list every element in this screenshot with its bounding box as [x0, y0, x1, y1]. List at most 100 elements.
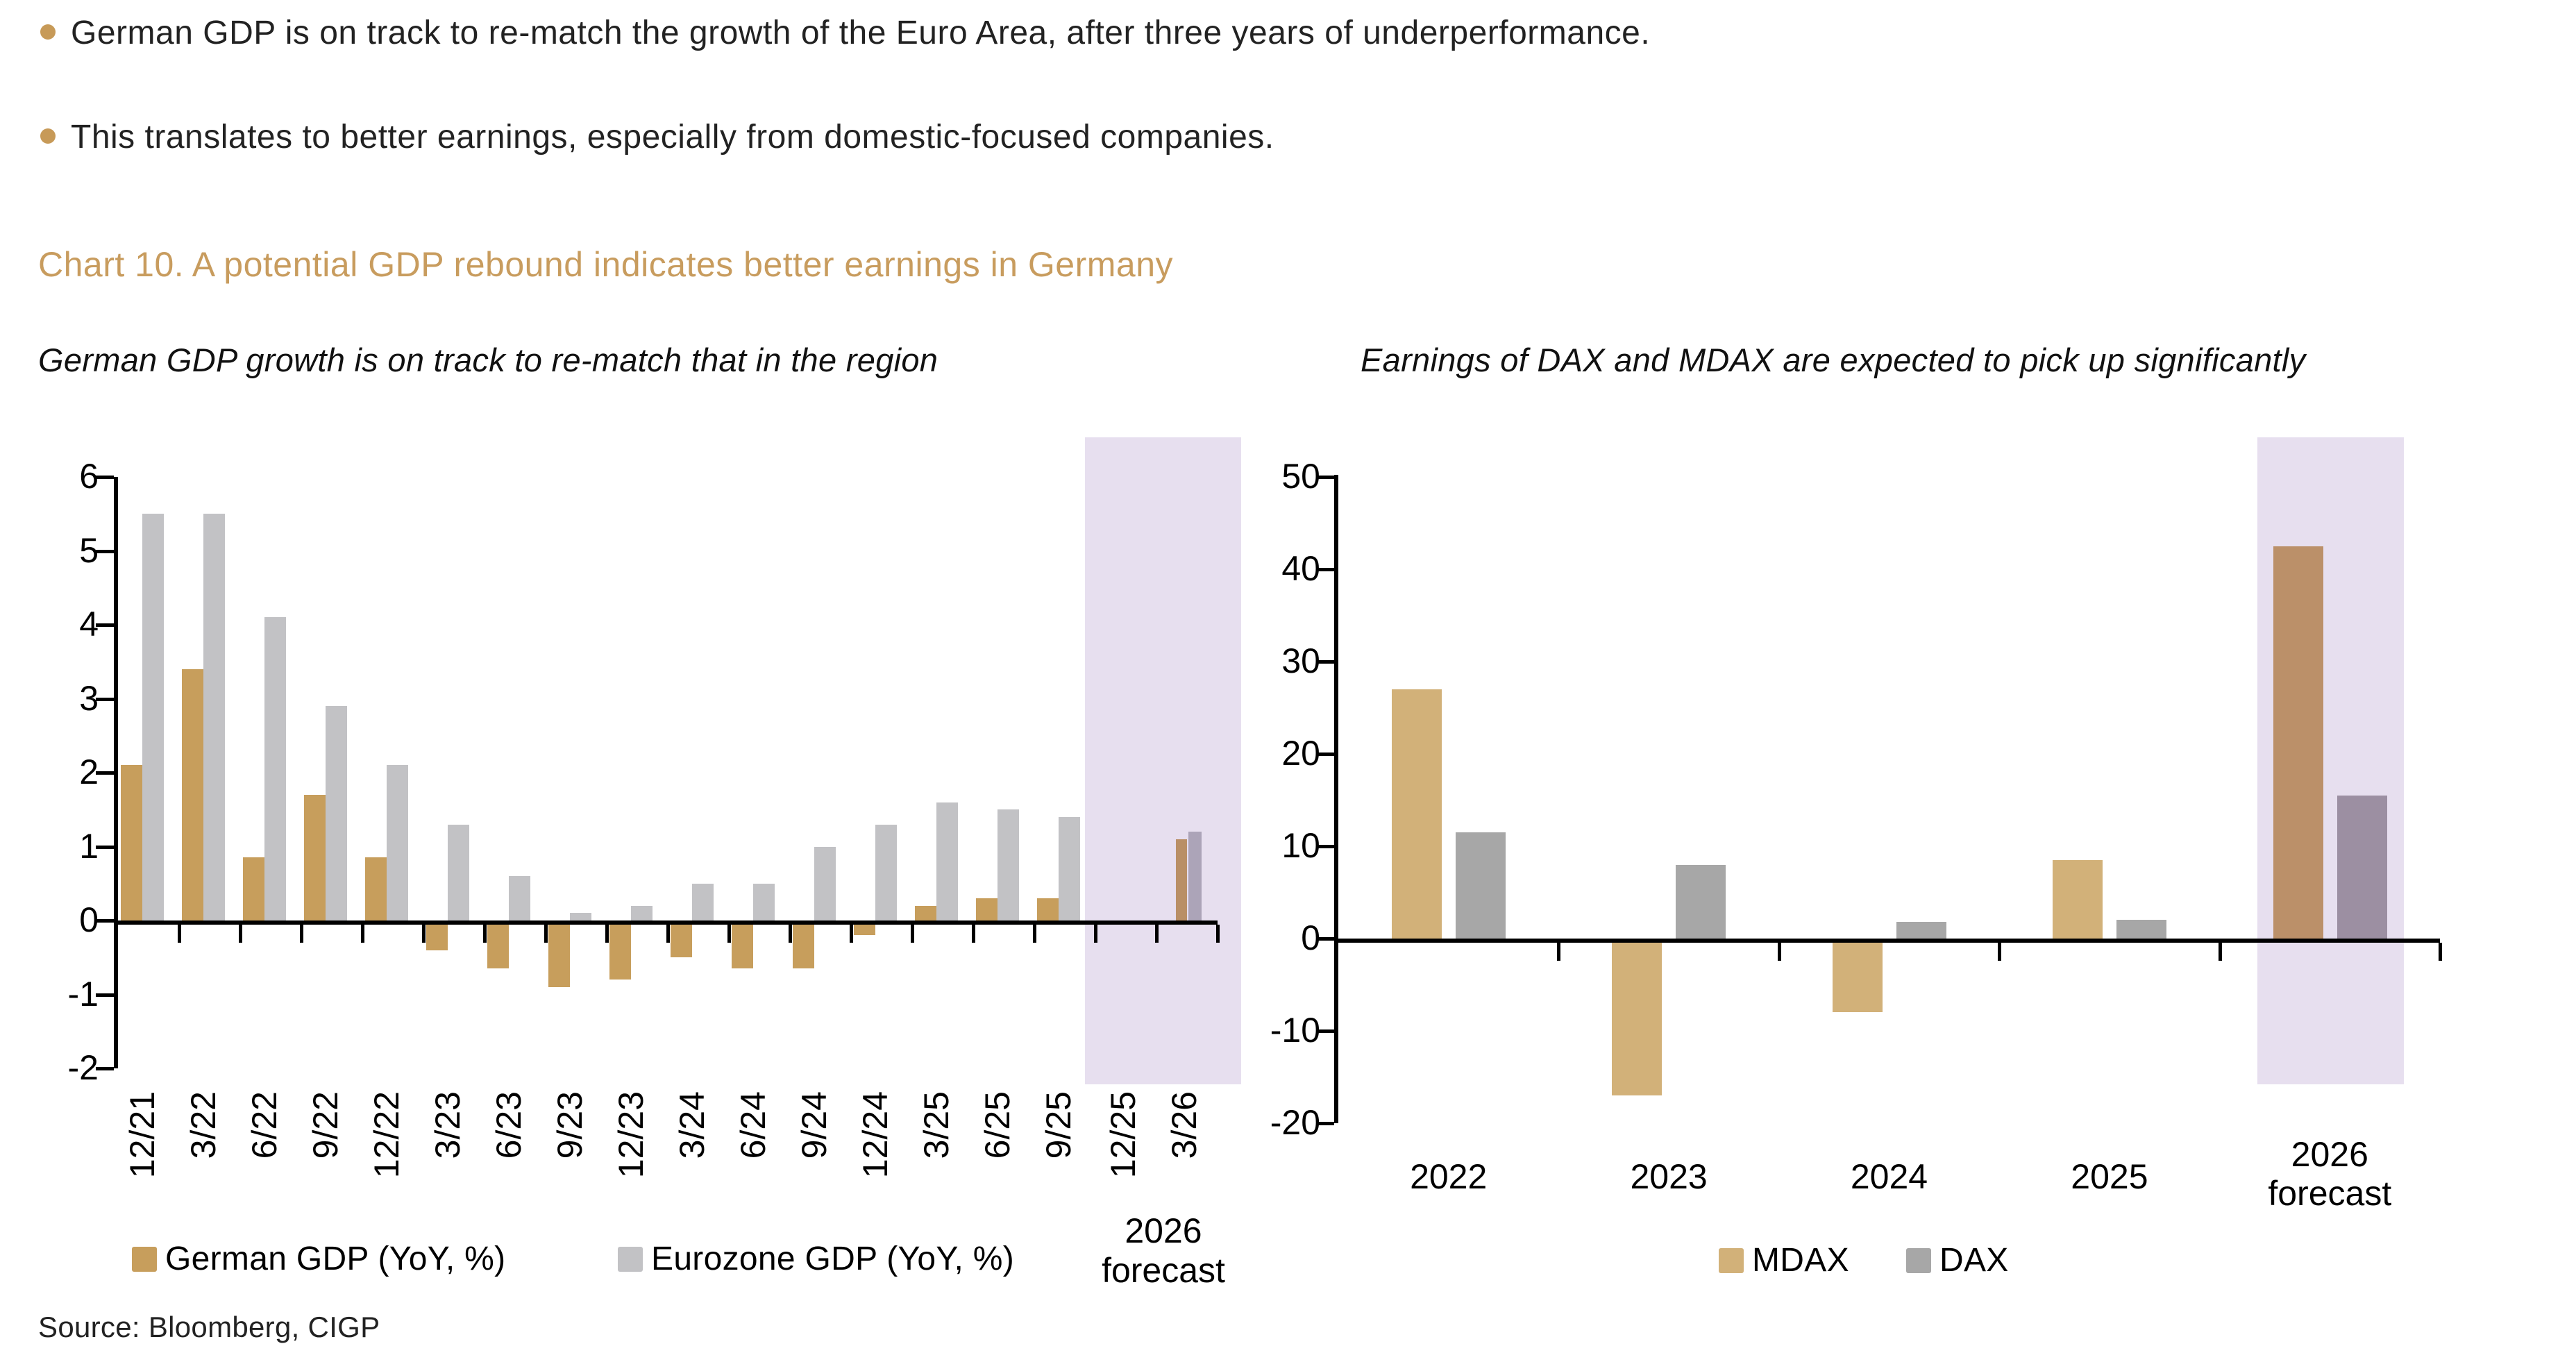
bar-eurozone-gdp-yoy--9-22 [326, 706, 347, 920]
bar-german-gdp-yoy--12-21 [121, 765, 142, 920]
legend-item: German GDP (YoY, %) [132, 1240, 505, 1278]
y-axis-line [114, 477, 118, 1068]
bullet-item: This translates to better earnings, espe… [40, 117, 1274, 158]
bullet-item: German GDP is on track to re-match the g… [40, 12, 1650, 54]
bar-eurozone-gdp-yoy--12-21 [142, 514, 164, 920]
y-axis-tick [1316, 1122, 1334, 1125]
x-axis-tick [1094, 925, 1097, 943]
y-axis-tick [96, 549, 114, 553]
bar-german-gdp-yoy--9-22 [304, 794, 326, 920]
bullet-icon [40, 128, 56, 144]
x-axis-label: 12/21 [123, 1091, 162, 1179]
forecast-band-label: 2026 [1125, 1211, 1202, 1250]
x-axis-label: 6/22 [245, 1091, 284, 1159]
y-axis-tick-label: 10 [1281, 826, 1320, 865]
bar-mdax-2024 [1832, 939, 1883, 1013]
bar-german-gdp-yoy--3-26 [1176, 839, 1187, 920]
x-axis-label: 12/22 [367, 1091, 406, 1179]
bar-dax-2025 [2116, 920, 2167, 939]
bar-eurozone-gdp-yoy--9-25 [1059, 816, 1080, 920]
x-axis-tick [727, 925, 731, 943]
y-axis-tick [96, 697, 114, 701]
x-axis-tick [544, 925, 548, 943]
bar-german-gdp-yoy--6-23 [487, 920, 509, 969]
y-axis-tick-label: 6 [79, 457, 99, 496]
x-axis-label: 3/25 [917, 1091, 956, 1159]
y-axis-tick [96, 845, 114, 849]
x-axis-tick [178, 925, 181, 943]
y-axis-tick-label: 4 [79, 605, 99, 644]
x-axis-label: 3/22 [184, 1091, 223, 1159]
bar-german-gdp-yoy--6-25 [976, 898, 997, 920]
x-axis-tick [2218, 943, 2222, 961]
bar-dax-2024 [1896, 922, 1946, 939]
x-axis-label: 2025 [2071, 1157, 2148, 1196]
y-axis-tick [1316, 476, 1334, 479]
x-axis-tick [1033, 925, 1036, 943]
x-axis-label: 6/24 [734, 1091, 773, 1159]
y-axis-tick-label: 40 [1281, 549, 1320, 588]
x-axis-tick [605, 925, 609, 943]
y-axis-tick [96, 1067, 114, 1070]
bar-german-gdp-yoy--3-25 [915, 905, 936, 920]
y-axis-tick [1316, 1029, 1334, 1033]
legend-swatch-german-gdp-yoy- [132, 1246, 157, 1272]
x-axis-label: 6/23 [489, 1091, 528, 1159]
y-axis-tick [96, 919, 114, 923]
gdp-chart: 12/21 3/22 6/22 9/22 12/22 3/23 6/23 9/23 12/23 3… [0, 417, 1291, 1362]
y-axis-tick-label: -20 [1270, 1103, 1320, 1142]
legend-label: German GDP (YoY, %) [165, 1241, 506, 1277]
y-axis-tick [1316, 660, 1334, 664]
x-axis-tick [1998, 943, 2002, 961]
y-axis-tick-label: 20 [1281, 734, 1320, 773]
bar-mdax-2022 [1392, 689, 1442, 939]
y-axis-tick-label: -2 [67, 1048, 99, 1087]
x-axis-line [114, 920, 1218, 925]
bar-german-gdp-yoy--6-24 [732, 920, 753, 969]
x-axis-label: 3/23 [428, 1091, 467, 1159]
x-axis-label-forecast: 2026 [2291, 1135, 2368, 1174]
legend-swatch-dax [1906, 1247, 1931, 1273]
bar-german-gdp-yoy--6-22 [243, 857, 264, 920]
bar-eurozone-gdp-yoy--3-22 [203, 514, 225, 920]
x-axis-label-forecast: forecast [2268, 1174, 2392, 1213]
bar-eurozone-gdp-yoy--3-25 [936, 802, 958, 920]
x-axis-tick [422, 925, 426, 943]
bar-eurozone-gdp-yoy--12-23 [631, 905, 653, 920]
y-axis-tick-label: 50 [1281, 457, 1320, 496]
bar-mdax-2025 [2053, 859, 2103, 939]
x-axis-label: 9/25 [1039, 1091, 1078, 1159]
y-axis-tick-label: -10 [1270, 1011, 1320, 1050]
legend-item: MDAX [1719, 1241, 1849, 1279]
bullet-text: This translates to better earnings, espe… [71, 119, 1274, 155]
bar-eurozone-gdp-yoy--6-25 [997, 809, 1019, 920]
legend-swatch-eurozone-gdp-yoy- [618, 1246, 643, 1272]
bar-eurozone-gdp-yoy--3-23 [448, 824, 469, 920]
x-axis-label: 2022 [1410, 1157, 1488, 1196]
bar-eurozone-gdp-yoy--12-22 [387, 765, 408, 920]
bar-eurozone-gdp-yoy--12-24 [875, 824, 897, 920]
bar-german-gdp-yoy--12-22 [365, 857, 387, 920]
x-axis-tick [789, 925, 792, 943]
x-axis-label: 3/24 [673, 1091, 712, 1159]
bar-eurozone-gdp-yoy--6-24 [753, 883, 775, 920]
bar-eurozone-gdp-yoy--9-23 [570, 913, 591, 920]
y-axis-tick [1316, 845, 1334, 848]
bar-eurozone-gdp-yoy--6-23 [509, 876, 530, 920]
x-axis-tick [972, 925, 975, 943]
y-axis-tick [96, 993, 114, 997]
forecast-band [1085, 437, 1241, 1084]
bar-eurozone-gdp-yoy--3-24 [692, 883, 714, 920]
legend-label: DAX [1939, 1242, 2009, 1279]
y-axis-tick [96, 476, 114, 479]
x-axis-tick [666, 925, 670, 943]
y-axis-tick-label: 0 [79, 900, 99, 939]
bar-german-gdp-yoy--12-23 [609, 920, 631, 980]
bar-mdax-2026-forecast [2273, 546, 2323, 939]
legend-swatch-mdax [1719, 1247, 1744, 1273]
y-axis-tick-label: 3 [79, 678, 99, 718]
x-axis-tick [2439, 943, 2442, 961]
legend-label: Eurozone GDP (YoY, %) [651, 1241, 1015, 1277]
x-axis-tick [1777, 943, 1781, 961]
